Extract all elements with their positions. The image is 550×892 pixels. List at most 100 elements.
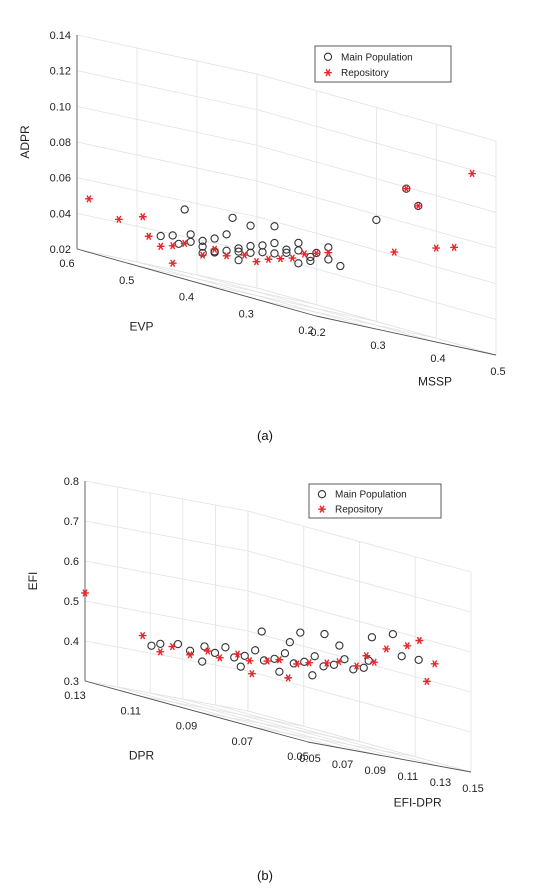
chart-a-back-wall-grid-line — [76, 212, 258, 253]
chart-b-back-wall-grid-line — [84, 520, 249, 552]
chart-a-back-wall-grid-line — [76, 177, 258, 218]
chart-a-main-population-point — [324, 255, 333, 264]
chart-a-main-population-point — [186, 230, 195, 239]
chart-b-side-wall-grid-line — [247, 550, 472, 613]
chart-b-back-wall-grid-line — [84, 600, 249, 632]
chart-b-y-tick-label: 0.05 — [287, 751, 308, 763]
chart-b-repository-point — [186, 651, 195, 659]
chart-a-main-population-point — [198, 242, 207, 251]
chart-b-floor-grid-line — [140, 695, 304, 727]
chart-a-main-population-point — [306, 252, 315, 262]
scatter-3d-chart-b: 0.05 0.07 0.09 0.11 0.13 0.15 0.05 0.07 0.09 0.11… — [26, 476, 484, 883]
chart-a-main-population-point — [270, 238, 279, 248]
chart-b-main-population-point — [296, 628, 305, 637]
chart-b-x-tick-label: 0.11 — [398, 771, 419, 783]
chart-a-repository-point — [138, 213, 147, 221]
chart-a-main-population-point — [156, 231, 165, 241]
chart-b-side-wall-grid-line — [247, 590, 472, 653]
chart-b-main-population-point — [310, 652, 319, 661]
chart-a-repository-point — [168, 259, 177, 267]
chart-a-legend-repository-marker — [324, 69, 332, 77]
chart-a-main-population-point — [222, 230, 231, 239]
chart-a-main-population-point — [234, 256, 243, 265]
chart-b-repository-point — [403, 642, 412, 650]
chart-b-repository-point — [156, 648, 165, 656]
chart-a-side-wall-grid-line — [256, 180, 497, 249]
chart-a-main-population-point — [234, 247, 243, 256]
chart-a-repository-point — [144, 232, 153, 240]
chart-a-z-tick-label: 0.10 — [50, 101, 71, 113]
chart-b-main-population-point — [308, 671, 317, 680]
chart-a-back-wall-grid-line — [76, 248, 258, 289]
chart-b-legend-box — [308, 483, 442, 519]
chart-a-repository-point — [390, 248, 399, 256]
chart-a-side-wall-grid-line — [256, 216, 497, 285]
chart-a-repository-point — [180, 239, 189, 247]
chart-b-legend-repository-marker — [318, 505, 326, 513]
chart-b-repository-point — [415, 636, 424, 645]
chart-b-main-population-point — [397, 652, 406, 661]
chart-a-back-wall-grid-line — [76, 105, 258, 146]
chart-a-main-population-point — [282, 248, 291, 257]
chart-b-legend-repository-label: Repository — [335, 505, 383, 516]
chart-a-z-tick-label: 0.02 — [50, 244, 71, 256]
chart-b-main-population-point — [359, 663, 368, 672]
chart-b-repository-point — [293, 660, 302, 668]
chart-b-main-population-point — [285, 638, 294, 647]
chart-b-repository-point — [382, 645, 391, 653]
chart-b-repository-point — [275, 656, 284, 664]
chart-a-main-population-point — [198, 236, 207, 246]
chart-a-z-tick-label: 0.14 — [50, 30, 71, 42]
chart-a-x-tick-label: 0.2 — [310, 327, 325, 339]
chart-a-floor-grid-line — [136, 265, 317, 306]
chart-b-main-population-point — [185, 646, 195, 655]
chart-a-side-wall-grid-line — [256, 287, 497, 356]
chart-a-main-population-point — [324, 243, 333, 252]
chart-a-main-population-point — [306, 256, 315, 266]
chart-a-legend-main-population-label: Main Population — [341, 52, 413, 63]
chart-a-repository-point — [450, 243, 459, 251]
chart-a-x-tick-label: 0.4 — [430, 353, 445, 365]
chart-a-z-tick-label: 0.04 — [50, 208, 71, 220]
chart-b-main-population-point — [251, 646, 260, 655]
chart-a-floor-grid-line — [196, 282, 377, 322]
chart-b-main-population-point — [240, 651, 249, 661]
figure-b: 0.05 0.07 0.09 0.11 0.13 0.15 0.05 0.07 0.09 0.11… — [0, 446, 550, 892]
chart-b-back-wall-grid-line — [84, 640, 249, 672]
chart-a-repository-point — [240, 251, 249, 259]
chart-a-repository-point — [312, 249, 321, 257]
chart-b-repository-point — [138, 632, 147, 640]
chart-a-main-population-point — [246, 248, 255, 257]
chart-b-y-tick-label: 0.13 — [64, 690, 85, 702]
chart-a-repository-point — [324, 249, 333, 257]
chart-b-repository-point — [247, 670, 256, 678]
chart-a-repository-point — [84, 195, 93, 203]
chart-a-main-population-point — [168, 231, 177, 240]
chart-b-repository-point — [203, 647, 212, 655]
chart-a-x-tick-label: 0.3 — [370, 340, 385, 352]
chart-a-repository-point — [222, 252, 231, 260]
chart-a-x-tick-label: 0.5 — [490, 366, 505, 378]
chart-b-main-population-point — [367, 633, 377, 642]
chart-a-z-tick-label: 0.12 — [50, 66, 71, 78]
chart-a-x-axis-line — [315, 315, 497, 356]
chart-a-z-tick-label: 0.08 — [50, 137, 71, 149]
chart-b-main-population-point — [388, 629, 398, 639]
chart-b-main-population-point — [221, 643, 230, 652]
chart-a-main-population-point — [282, 245, 291, 254]
chart-b-back-wall-grid-line — [84, 560, 249, 592]
chart-a-main-population-point — [294, 238, 303, 248]
chart-b-z-tick-label: 0.7 — [64, 516, 79, 528]
chart-a-y-tick-label: 0.4 — [179, 292, 194, 304]
chart-a-side-wall-grid-line — [256, 144, 497, 213]
chart-a-floor-grid-line — [256, 298, 437, 339]
chart-b-y-tick-label: 0.07 — [232, 736, 253, 748]
chart-a-main-population-point — [270, 222, 279, 231]
chart-a-main-population-point — [180, 205, 189, 214]
chart-b-z-tick-label: 0.4 — [64, 636, 79, 648]
chart-b-main-population-point — [300, 657, 309, 666]
chart-b-repository-point — [233, 650, 242, 658]
chart-a-repository-point — [414, 202, 423, 210]
chart-a-y-tick-label: 0.2 — [298, 325, 313, 337]
chart-b-z-tick-label: 0.5 — [64, 596, 79, 608]
